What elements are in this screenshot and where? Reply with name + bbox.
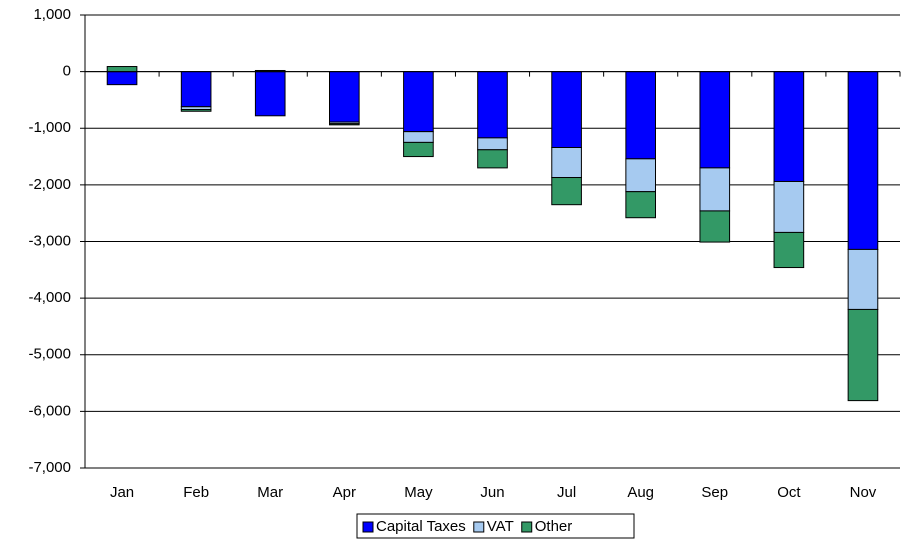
bar-segment bbox=[477, 137, 508, 151]
bar-segment bbox=[625, 191, 657, 219]
legend-box bbox=[356, 513, 635, 539]
bar-segment bbox=[180, 109, 212, 112]
bar-segment bbox=[773, 180, 805, 233]
x-tick-label: Apr bbox=[333, 484, 356, 501]
bar-segment bbox=[106, 71, 138, 86]
bar-segment bbox=[106, 66, 138, 73]
bar-segment bbox=[477, 149, 508, 169]
legend-swatch bbox=[521, 521, 533, 533]
bar-segment bbox=[329, 71, 360, 123]
bar-segment bbox=[847, 308, 879, 402]
x-tick-label: Jun bbox=[480, 484, 504, 501]
bar-segment bbox=[551, 147, 582, 179]
y-tick-label: -7,000 bbox=[28, 459, 71, 476]
x-tick-label: Mar bbox=[257, 484, 283, 501]
bar-segment bbox=[403, 131, 434, 143]
x-tick-label: Jan bbox=[110, 484, 134, 501]
legend-label: VAT bbox=[487, 518, 514, 535]
bar-segment bbox=[551, 177, 582, 206]
x-tick-label: Oct bbox=[777, 484, 801, 501]
bar-segment bbox=[329, 123, 360, 126]
bar-segment bbox=[699, 167, 731, 212]
bar-segment bbox=[551, 71, 582, 149]
x-tick-label: Jul bbox=[557, 484, 576, 501]
y-tick-label: -1,000 bbox=[28, 119, 71, 136]
y-tick-label: -4,000 bbox=[28, 289, 71, 306]
x-tick-label: May bbox=[404, 484, 433, 501]
legend-label: Other bbox=[535, 518, 573, 535]
x-tick-label: Sep bbox=[701, 484, 728, 501]
legend-label: Capital Taxes bbox=[376, 518, 466, 535]
y-tick-label: 0 bbox=[63, 63, 71, 80]
bar-segment bbox=[847, 71, 879, 250]
bar-segment bbox=[773, 71, 805, 182]
x-tick-label: Aug bbox=[627, 484, 654, 501]
bar-segment bbox=[254, 71, 286, 117]
bar-segment bbox=[625, 158, 657, 193]
bar-segment bbox=[847, 248, 879, 310]
y-tick-label: -2,000 bbox=[28, 176, 71, 193]
bar-segment bbox=[625, 71, 657, 160]
legend-swatch bbox=[362, 521, 374, 533]
bar-segment bbox=[403, 71, 434, 133]
legend-swatch bbox=[473, 521, 485, 533]
x-tick-label: Nov bbox=[850, 484, 877, 501]
bar-segment bbox=[403, 141, 434, 158]
bar-segment bbox=[699, 71, 731, 169]
y-tick-label: -6,000 bbox=[28, 402, 71, 419]
x-tick-label: Feb bbox=[183, 484, 209, 501]
bar-segment bbox=[699, 210, 731, 243]
bar-segment bbox=[773, 231, 805, 269]
bar-segment bbox=[477, 71, 508, 139]
y-tick-label: -3,000 bbox=[28, 232, 71, 249]
y-tick-label: -5,000 bbox=[28, 346, 71, 363]
y-tick-label: 1,000 bbox=[33, 6, 71, 23]
bar-segment bbox=[180, 71, 212, 108]
